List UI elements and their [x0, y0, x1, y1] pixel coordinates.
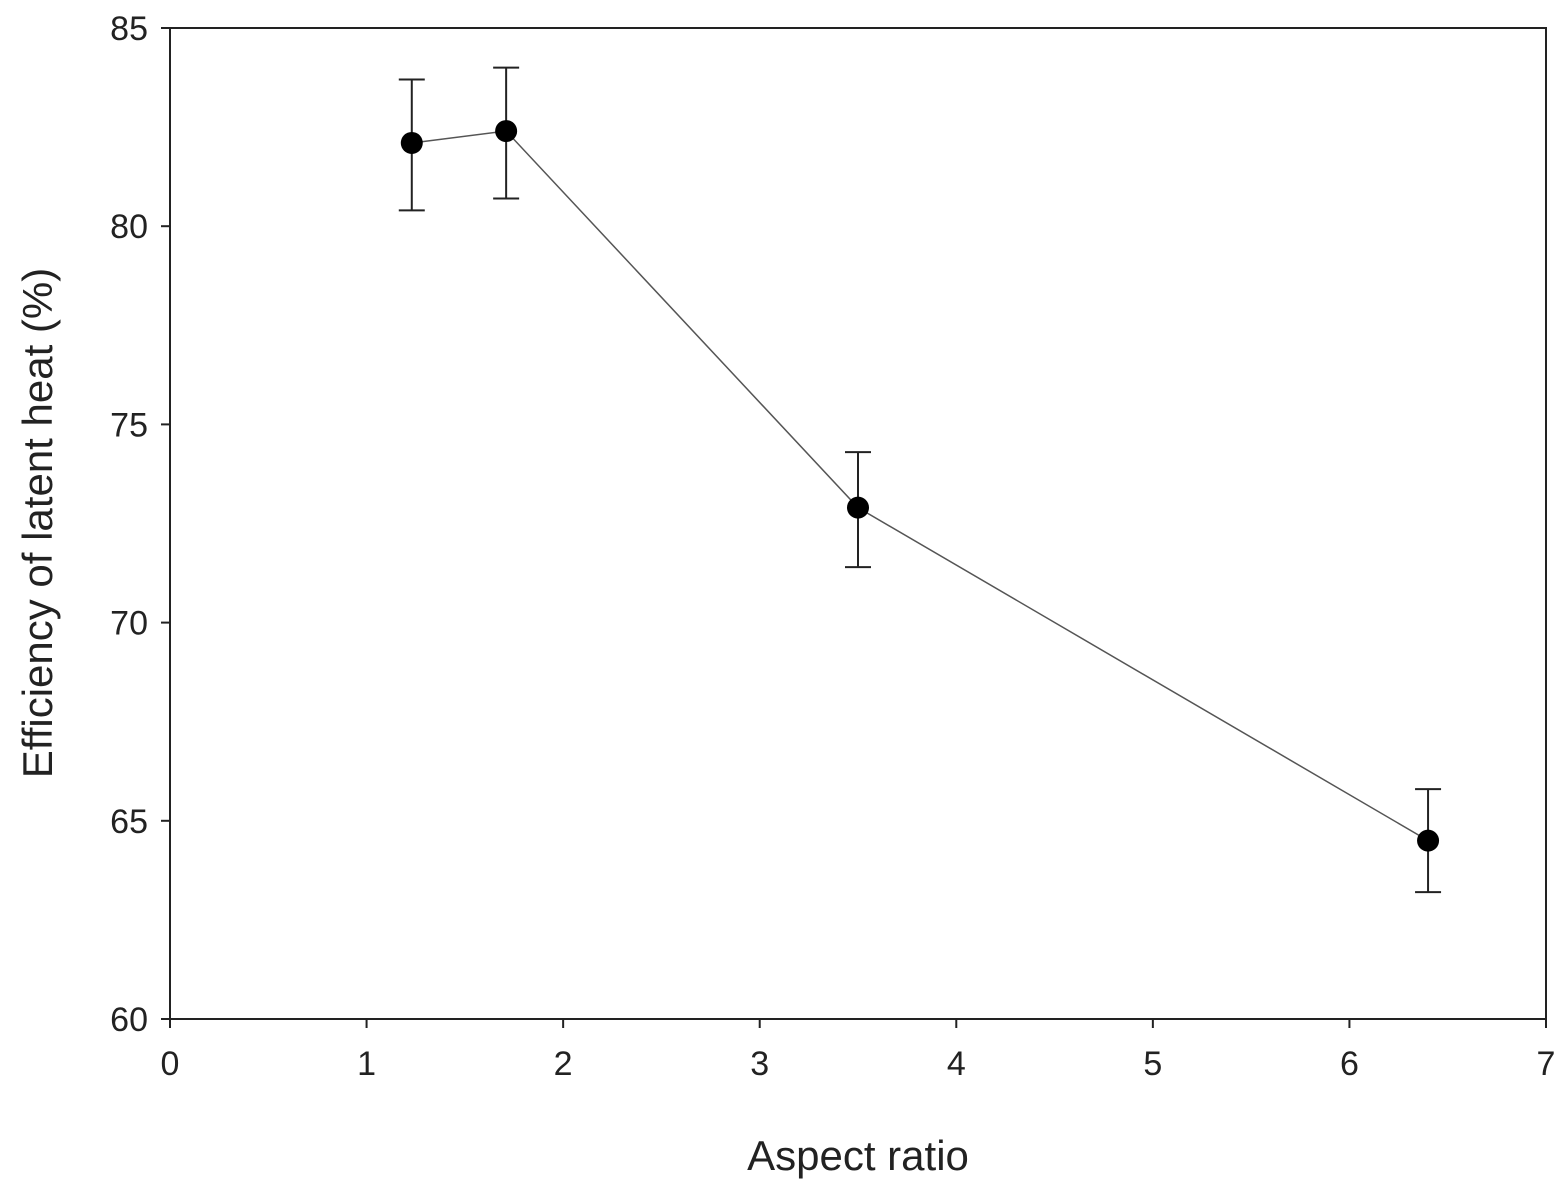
- data-point-1: [495, 120, 518, 143]
- x-tick-label-5: 5: [1143, 1045, 1162, 1083]
- x-axis-title: Aspect ratio: [747, 1132, 969, 1179]
- axis-ticks: 0 1 2 3 4 5 6 7 60 65 70 75 80 85: [110, 10, 1555, 1083]
- y-tick-label-1: 65: [110, 803, 148, 841]
- series-line-0: [411, 130, 1429, 842]
- x-tick-label-0: 0: [161, 1045, 180, 1083]
- y-axis-title: Efficiency of latent heat (%): [14, 268, 61, 778]
- series-group: [398, 66, 1442, 894]
- y-tick-label-2: 70: [110, 605, 148, 643]
- x-tick-label-3: 3: [750, 1045, 769, 1083]
- x-tick-label-6: 6: [1340, 1045, 1359, 1083]
- y-tick-label-4: 80: [110, 208, 148, 246]
- data-point-0: [400, 131, 423, 154]
- y-tick-label-5: 85: [110, 10, 148, 48]
- x-tick-label-1: 1: [357, 1045, 376, 1083]
- data-point-2: [847, 496, 869, 519]
- x-tick-label-7: 7: [1537, 1045, 1556, 1083]
- y-tick-label-0: 60: [110, 1001, 148, 1039]
- plot-frame: [169, 27, 1547, 1020]
- x-tick-label-2: 2: [554, 1045, 573, 1083]
- data-point-3: [1417, 829, 1440, 852]
- y-tick-label-3: 75: [110, 406, 148, 444]
- x-tick-label-4: 4: [947, 1045, 966, 1083]
